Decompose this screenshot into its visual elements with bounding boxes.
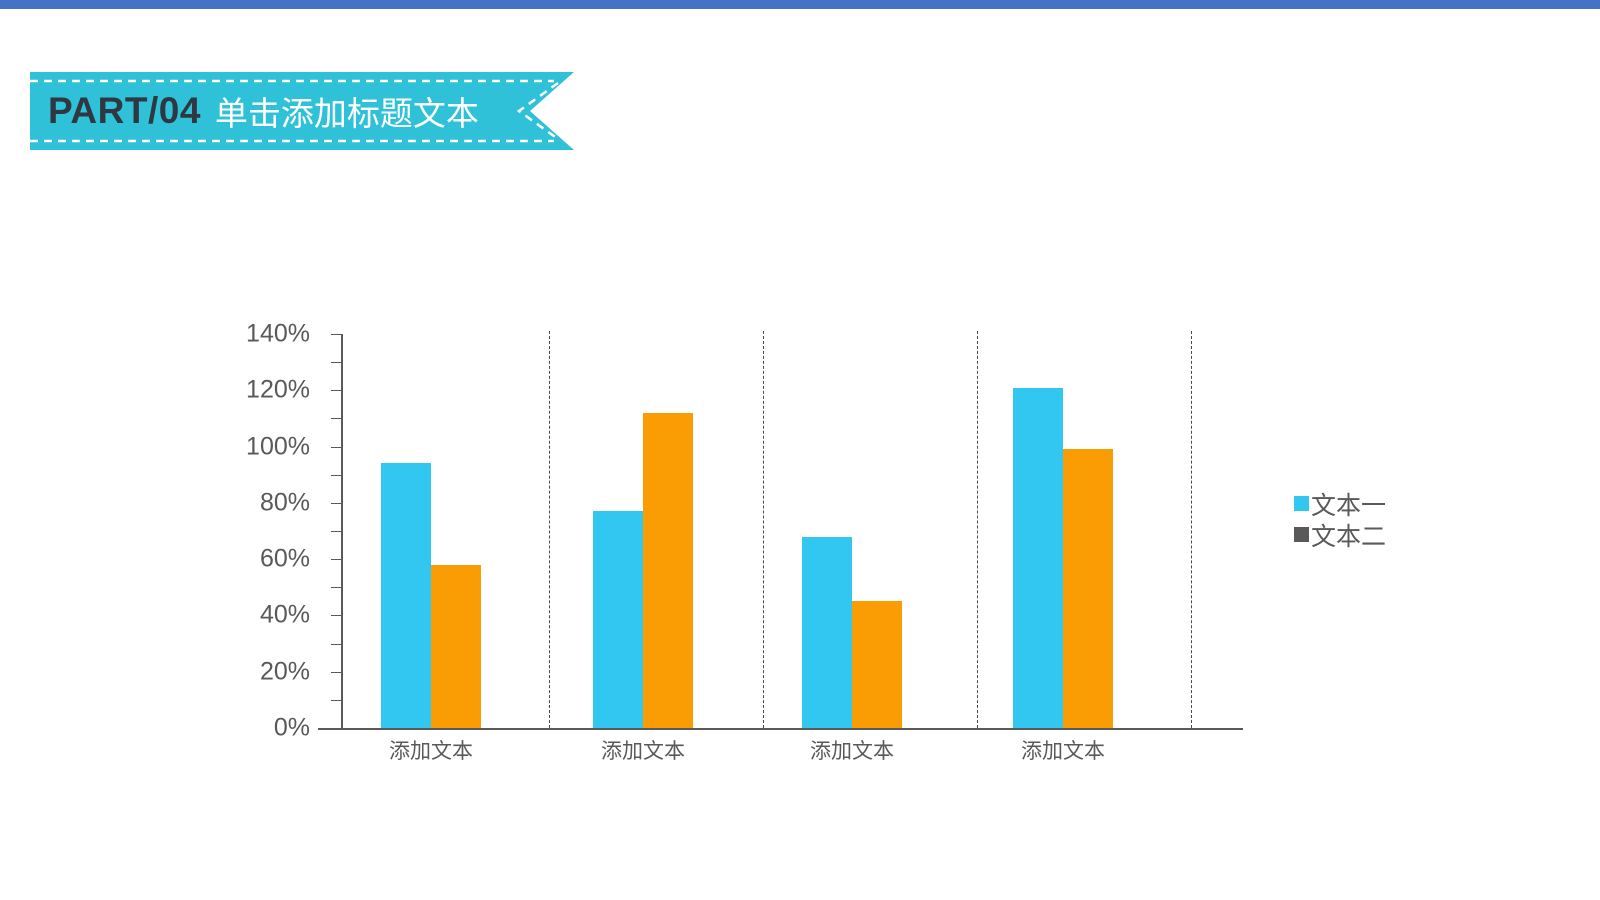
bar-文本二-cat3 bbox=[852, 601, 902, 728]
category-separator-dashed-line bbox=[977, 331, 978, 728]
y-axis-line bbox=[341, 334, 343, 728]
ribbon-flag-shape bbox=[30, 72, 574, 150]
y-axis-tick-mark bbox=[331, 559, 341, 561]
category-separator-dashed-line bbox=[549, 331, 550, 728]
bar-文本一-cat2 bbox=[593, 511, 643, 728]
y-axis-tick-label: 120% bbox=[246, 375, 310, 404]
y-axis-tick-label: 60% bbox=[259, 544, 310, 573]
title-ribbon: PART/04 单击添加标题文本 bbox=[30, 72, 574, 150]
ribbon-dashed-border bbox=[30, 79, 559, 143]
bar-文本一-cat4 bbox=[1013, 387, 1063, 728]
legend-swatch-icon bbox=[1294, 527, 1309, 542]
category-label: 添加文本 bbox=[601, 740, 685, 763]
category-label: 添加文本 bbox=[389, 740, 473, 763]
y-axis-tick-label: 100% bbox=[246, 432, 310, 461]
legend-swatch-icon bbox=[1294, 496, 1309, 511]
x-axis-line bbox=[318, 728, 1243, 730]
y-axis-tick-mark bbox=[331, 446, 341, 448]
category-label: 添加文本 bbox=[810, 740, 894, 763]
legend: 文本一 文本二 bbox=[1294, 488, 1387, 551]
category-label: 添加文本 bbox=[1021, 740, 1105, 763]
legend-item: 文本一 bbox=[1294, 488, 1387, 520]
y-axis-tick-label: 140% bbox=[246, 319, 310, 348]
bar-文本一-cat3 bbox=[802, 536, 852, 728]
category-separator-dashed-line bbox=[1191, 331, 1192, 728]
y-axis-tick-label: 20% bbox=[259, 657, 310, 686]
legend-label: 文本一 bbox=[1311, 491, 1387, 520]
bar-文本二-cat2 bbox=[643, 412, 693, 728]
y-axis-tick-mark bbox=[331, 474, 341, 476]
y-axis-tick-mark bbox=[331, 362, 341, 364]
y-axis-tick-mark bbox=[331, 699, 341, 701]
y-axis-tick-mark bbox=[331, 502, 341, 504]
y-axis-tick-mark bbox=[331, 643, 341, 645]
part-number-label: PART/04 bbox=[48, 90, 201, 131]
top-accent-bar bbox=[0, 0, 1600, 9]
y-axis-tick-mark bbox=[331, 587, 341, 589]
bar-文本一-cat1 bbox=[381, 463, 431, 728]
y-axis-tick-mark bbox=[331, 334, 341, 336]
y-axis-tick-mark bbox=[331, 531, 341, 533]
y-axis-tick-mark bbox=[331, 418, 341, 420]
y-axis-tick-label: 40% bbox=[259, 600, 310, 629]
bar-文本二-cat1 bbox=[431, 564, 481, 728]
category-separator-dashed-line bbox=[763, 331, 764, 728]
legend-item: 文本二 bbox=[1294, 519, 1387, 551]
y-axis-tick-label: 80% bbox=[259, 488, 310, 517]
legend-label: 文本二 bbox=[1311, 522, 1387, 551]
ribbon-text: PART/04 单击添加标题文本 bbox=[48, 72, 479, 150]
slide-title: 单击添加标题文本 bbox=[214, 95, 479, 132]
y-axis-tick-label: 0% bbox=[273, 713, 310, 742]
y-axis-tick-mark bbox=[331, 390, 341, 392]
y-axis-tick-mark bbox=[331, 615, 341, 617]
y-axis-tick-mark bbox=[331, 671, 341, 673]
bar-文本二-cat4 bbox=[1063, 449, 1113, 728]
